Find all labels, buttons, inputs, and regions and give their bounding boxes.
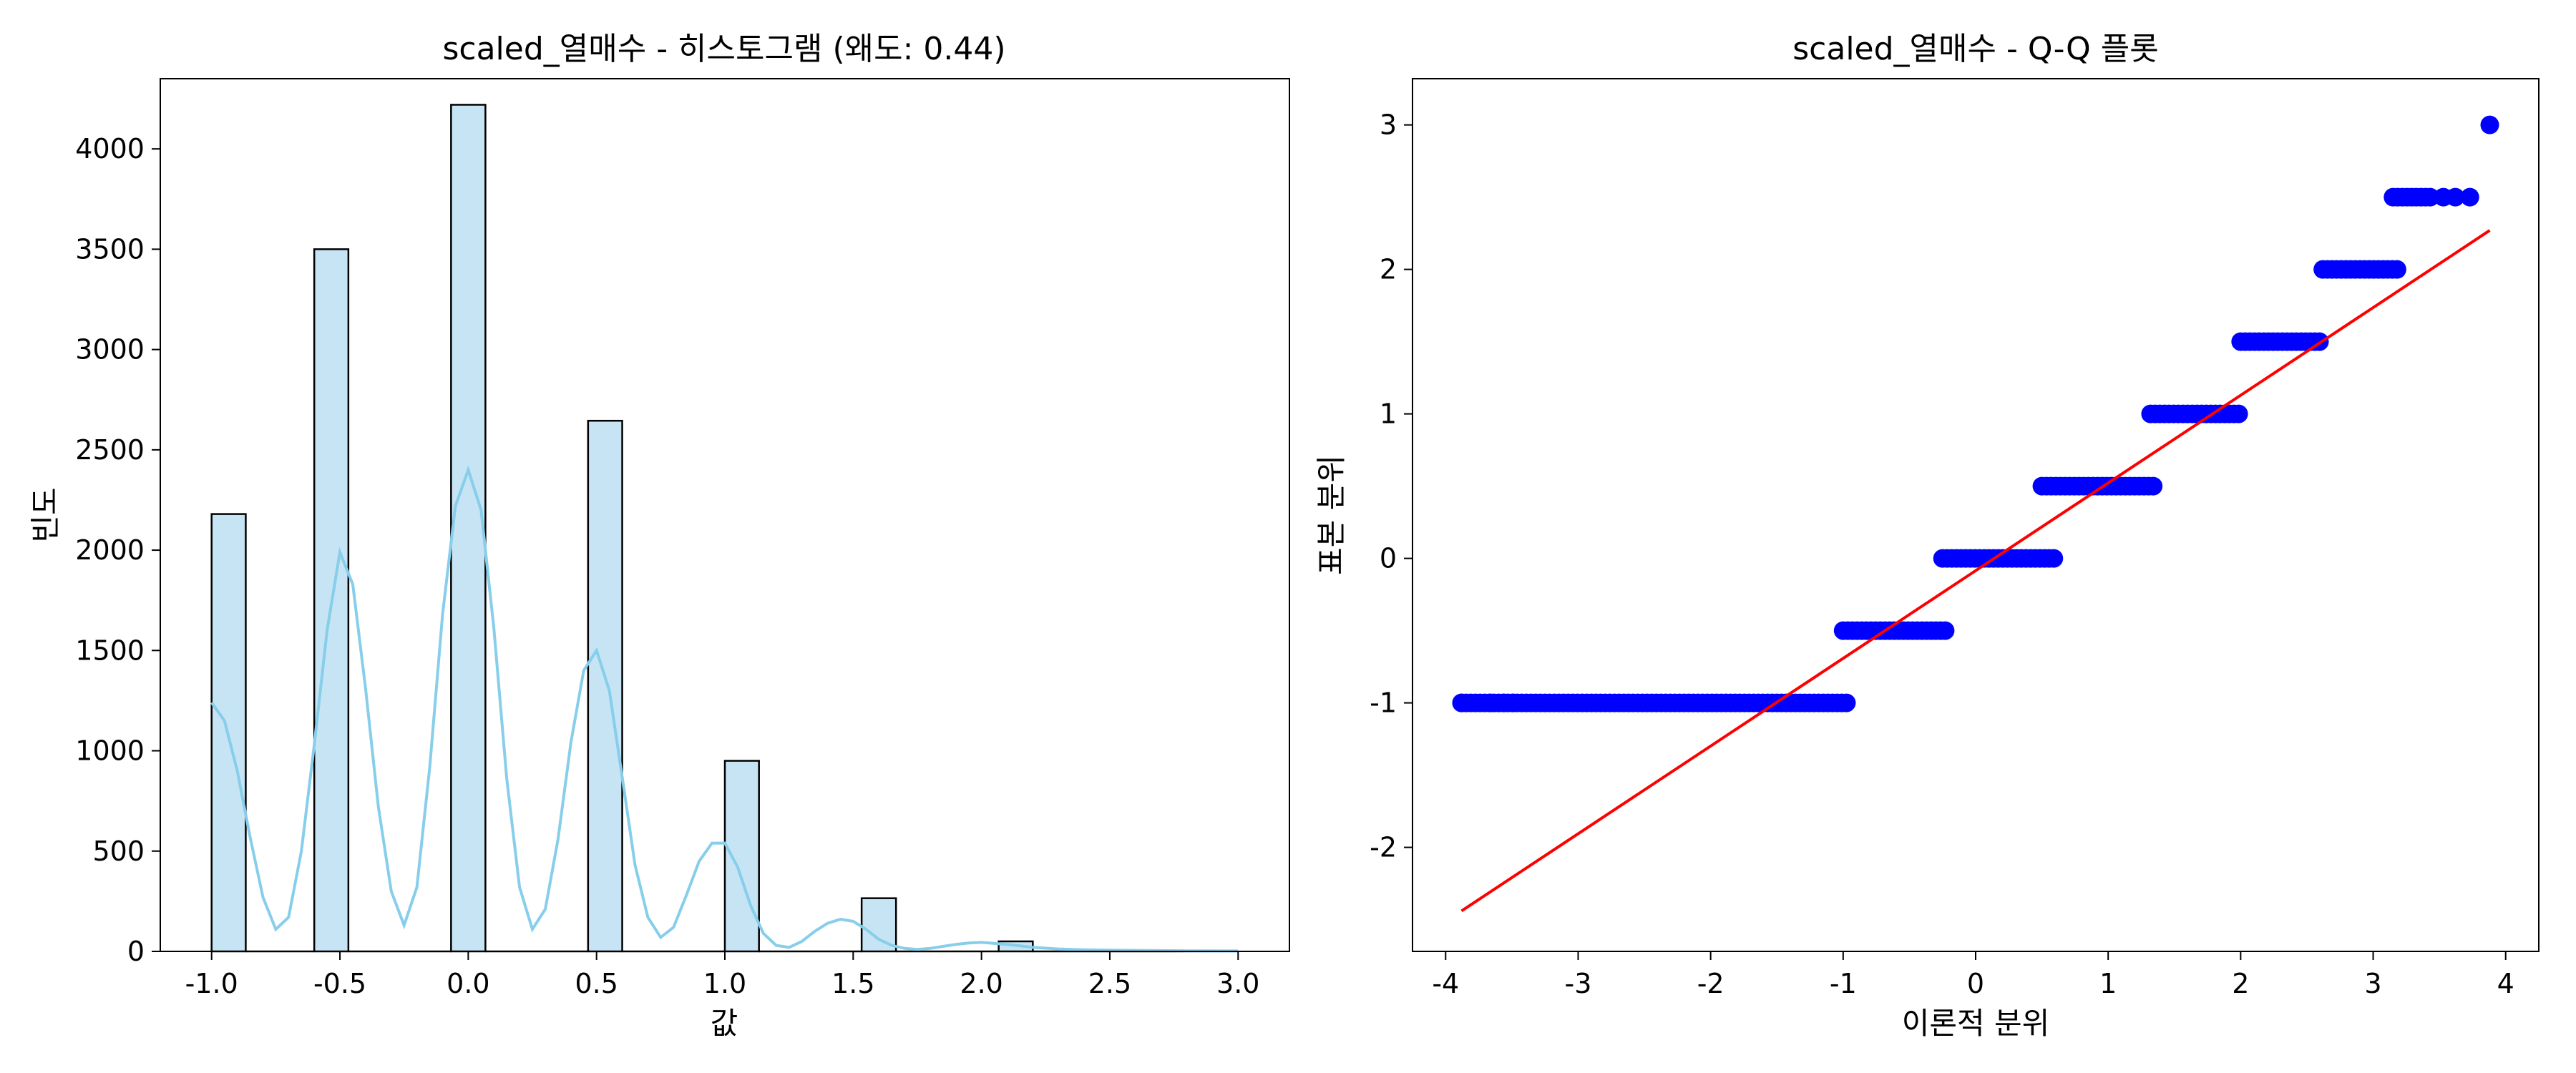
histogram-chart: scaled_열매수 - 히스토그램 (왜도: 0.44) -1.0 -0.5 0.… (28, 31, 1290, 1041)
y-tick-label: 4000 (75, 133, 145, 165)
kde-curve (210, 465, 1239, 953)
histogram-bar (723, 760, 760, 953)
x-tick-label: 3 (2364, 968, 2381, 999)
qq-point (1503, 693, 1523, 712)
qq-point (2421, 187, 2440, 207)
x-tick-label: 0 (1967, 968, 1984, 999)
y-tick-label: 500 (92, 836, 145, 867)
qq-point (1481, 693, 1501, 712)
qq-y-axis-label: 표본 분위 (1314, 455, 1349, 575)
x-tick-label: 1 (2099, 968, 2117, 999)
x-tick-label: 4 (2497, 968, 2514, 999)
y-tick-label: -2 (1370, 832, 1397, 863)
histogram-bar (450, 104, 487, 953)
qq-plot-frame (1412, 78, 2540, 952)
qq-point (1936, 621, 1955, 640)
qq-plot-chart: scaled_열매수 - Q-Q 플롯 -4 -3 -2 -1 0 1 2 3 4 -2 -1 0 1… (1314, 31, 2540, 1041)
y-tick-label: 3500 (75, 233, 145, 265)
qq-point (2229, 404, 2248, 423)
y-tick-label: 1 (1380, 398, 1397, 430)
histogram-y-axis-label: 빈도 (28, 487, 63, 542)
qq-point (2144, 476, 2163, 496)
y-tick-label: 0 (1380, 543, 1397, 574)
x-tick-label: -3 (1565, 968, 1592, 999)
y-tick-label: 2500 (75, 434, 145, 466)
x-tick-label: -4 (1432, 968, 1459, 999)
x-tick-label: 2.0 (960, 968, 1002, 999)
x-tick-label: 2.5 (1088, 968, 1131, 999)
x-tick-label: 1.5 (831, 968, 874, 999)
qq-point (1837, 693, 1856, 712)
y-tick-label: 0 (127, 936, 145, 967)
histogram-bar (587, 419, 623, 953)
y-tick-label: 1000 (75, 735, 145, 767)
x-tick-label: -1.0 (185, 968, 238, 999)
x-tick-label: -1 (1830, 968, 1857, 999)
y-tick-label: 2000 (75, 534, 145, 566)
qq-point (2460, 187, 2479, 207)
y-tick-label: 2 (1380, 254, 1397, 285)
x-tick-label: -0.5 (313, 968, 366, 999)
histogram-bar (860, 897, 897, 953)
qq-point (2446, 187, 2465, 207)
x-tick-label: 2 (2232, 968, 2249, 999)
histogram-x-axis-label: 값 (711, 1006, 738, 1041)
x-tick-label: 0.5 (575, 968, 618, 999)
qq-point (2480, 115, 2499, 134)
histogram-title: scaled_열매수 - 히스토그램 (왜도: 0.44) (442, 31, 1005, 67)
x-tick-label: 1.0 (703, 968, 746, 999)
y-tick-label: 1500 (75, 635, 145, 666)
y-tick-label: -1 (1370, 687, 1397, 719)
qq-point (1452, 693, 1471, 712)
y-tick-label: 3 (1380, 109, 1397, 141)
qq-fit-line (1460, 229, 2491, 913)
x-tick-label: -2 (1697, 968, 1724, 999)
x-tick-label: 0.0 (447, 968, 489, 999)
y-tick-label: 3000 (75, 334, 145, 366)
qq-x-axis-label: 이론적 분위 (1902, 1006, 2050, 1041)
qq-point (2044, 549, 2064, 568)
qq-point (2387, 260, 2406, 279)
x-tick-label: 3.0 (1216, 968, 1259, 999)
qq-plot-title: scaled_열매수 - Q-Q 플롯 (1792, 31, 2159, 67)
